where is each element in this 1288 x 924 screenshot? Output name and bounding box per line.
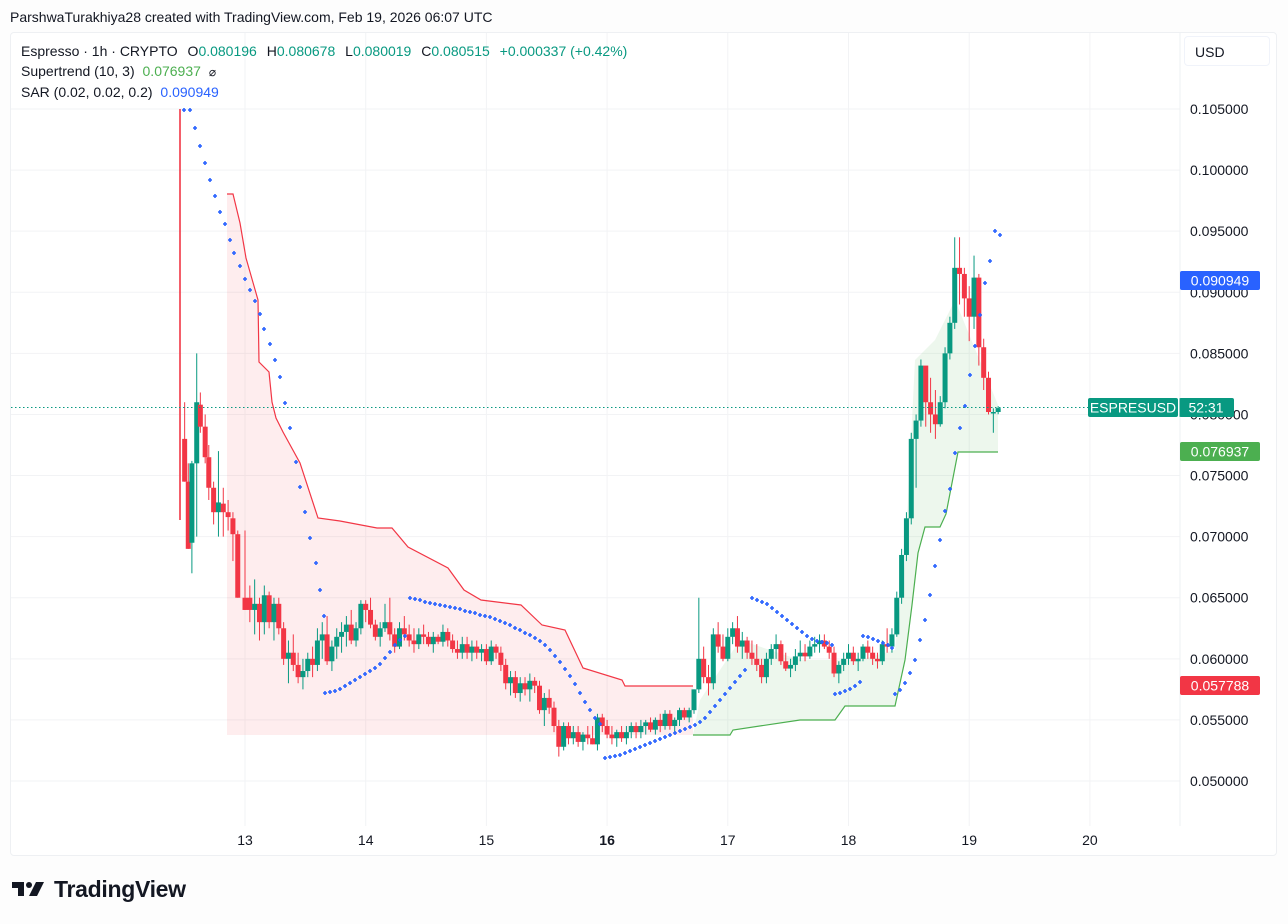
legend-supertrend-row[interactable]: Supertrend (10, 3) 0.076937 ⌀ (21, 63, 217, 79)
svg-text:0.060000: 0.060000 (1190, 651, 1249, 667)
sar-dots (182, 108, 1002, 760)
chart-credit: ParshwaTurakhiya28 created with TradingV… (10, 9, 493, 25)
svg-text:0.100000: 0.100000 (1190, 162, 1249, 178)
sar-price-label: 0.090949 (1180, 271, 1260, 290)
legend-low: 0.080019 (352, 43, 412, 59)
sar-value: 0.090949 (160, 84, 219, 100)
legend-sar-row[interactable]: SAR (0.02, 0.02, 0.2) 0.090949 (21, 84, 219, 100)
svg-text:16: 16 (599, 832, 615, 848)
svg-text:0.050000: 0.050000 (1190, 773, 1249, 789)
time-axis[interactable]: 13 14 15 16 17 18 19 20 (237, 832, 1098, 848)
grid-lines (11, 33, 1181, 826)
supertrend-price-label: 0.076937 (1180, 442, 1260, 461)
bar-countdown: 52:31 (1188, 400, 1223, 416)
legend-ohlc-row[interactable]: Espresso · 1h · CRYPTO O0.080196 H0.0806… (21, 43, 628, 59)
legend-close: 0.080515 (431, 43, 490, 59)
candlesticks (179, 109, 1001, 757)
svg-text:0.095000: 0.095000 (1190, 223, 1249, 239)
svg-text:15: 15 (479, 832, 495, 848)
legend-open: 0.080196 (198, 43, 257, 59)
svg-text:0.055000: 0.055000 (1190, 712, 1249, 728)
svg-text:20: 20 (1082, 832, 1098, 848)
svg-text:0.070000: 0.070000 (1190, 529, 1249, 545)
symbol-price-label: ESPRESUSD 52:31 (1088, 398, 1234, 417)
legend-high: 0.080678 (276, 43, 336, 59)
svg-text:19: 19 (961, 832, 977, 848)
svg-text:18: 18 (841, 832, 857, 848)
supertrend-down-price-label: 0.057788 (1180, 676, 1260, 695)
chart-frame (10, 32, 1277, 856)
svg-text:0.065000: 0.065000 (1190, 590, 1249, 606)
svg-text:0.057788: 0.057788 (1191, 678, 1250, 694)
legend-change: +0.000337 (+0.42%) (499, 43, 628, 59)
svg-text:13: 13 (237, 832, 253, 848)
tradingview-logo-icon (12, 881, 44, 896)
svg-text:0.085000: 0.085000 (1190, 345, 1249, 361)
svg-text:14: 14 (358, 832, 374, 848)
svg-text:0.075000: 0.075000 (1190, 468, 1249, 484)
chart-legend: Espresso · 1h · CRYPTO O0.080196 H0.0806… (21, 41, 627, 102)
legend-symbol: Espresso · 1h · CRYPTO (21, 43, 178, 59)
svg-text:0.076937: 0.076937 (1191, 444, 1250, 460)
hidden-eye-icon[interactable]: ⌀ (208, 65, 217, 79)
tradingview-logo[interactable]: TradingView (12, 876, 186, 903)
svg-text:17: 17 (720, 832, 736, 848)
svg-text:0.090949: 0.090949 (1191, 273, 1250, 289)
currency-button[interactable]: USD (1184, 36, 1270, 66)
supertrend-value: 0.076937 (142, 63, 201, 79)
svg-text:ESPRESUSD: ESPRESUSD (1090, 400, 1176, 416)
svg-text:0.105000: 0.105000 (1190, 101, 1249, 117)
